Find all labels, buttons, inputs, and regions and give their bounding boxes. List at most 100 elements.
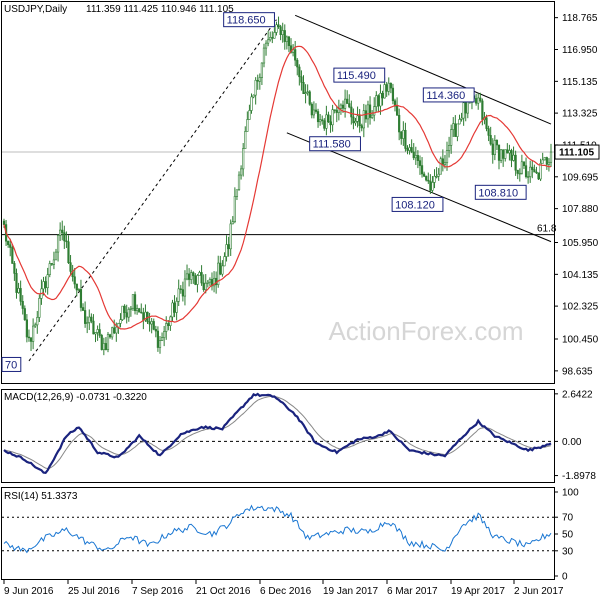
candle-body (102, 343, 105, 350)
candle-body (32, 325, 35, 342)
candle-body (294, 49, 297, 61)
candle-body (206, 281, 209, 284)
macd-y-tick-label: -1.8978 (562, 471, 596, 482)
candle-body (250, 96, 253, 111)
candle-body (477, 97, 480, 104)
candle-body (88, 316, 91, 323)
candle-body (15, 273, 18, 293)
candle-body (190, 272, 193, 280)
candle-body (275, 24, 278, 33)
fib-618-label: 61.8 (537, 224, 557, 235)
candle-body (84, 310, 87, 324)
candle-body (21, 300, 24, 309)
candle-body (125, 312, 128, 318)
last-price-box (554, 144, 600, 160)
candle-body (335, 110, 338, 113)
candle-body (75, 283, 78, 291)
candle-body (212, 277, 216, 287)
price-annotation-box (1, 356, 22, 372)
candle-body (48, 263, 51, 275)
candle-body (223, 256, 226, 267)
candle-body (439, 158, 442, 175)
candle-body (92, 320, 95, 335)
candle-body (300, 76, 303, 83)
candle-body (443, 162, 447, 165)
candle-body (56, 235, 60, 253)
candle-body (543, 157, 546, 161)
x-tick-label: 19 Apr 2017 (451, 586, 505, 597)
price-panel: ActionForex.com 61.8 118.650 115.490 114.3… (1, 1, 600, 384)
candle-body (493, 139, 496, 155)
candle-body (327, 114, 330, 123)
x-tick-label: 6 Dec 2016 (260, 586, 312, 597)
candle-body (121, 305, 124, 320)
candle-body (321, 119, 324, 122)
candle-body (123, 305, 126, 313)
macd-line (3, 392, 552, 474)
price-annotation-box (223, 12, 275, 28)
candle-body (316, 111, 320, 123)
candle-body (113, 327, 116, 334)
candle-body (104, 343, 108, 350)
candle-body (171, 302, 174, 318)
candle-body (173, 302, 176, 313)
candle-body (229, 223, 232, 250)
candle-body (233, 196, 236, 222)
candle-body (410, 147, 413, 153)
price-annotation-label: 70 (5, 359, 17, 371)
candle-body (181, 289, 184, 297)
candle-body (202, 282, 205, 291)
candle-body (248, 110, 251, 120)
candle-body (287, 36, 291, 47)
candle-body (36, 317, 39, 326)
candle-body (175, 301, 178, 313)
candle-body (379, 92, 382, 107)
candle-body (308, 91, 311, 105)
candle-body (86, 322, 89, 324)
candle-body (217, 262, 220, 286)
candle-body (160, 337, 164, 341)
candle-body (358, 115, 361, 126)
rsi-y-tick-label: 100 (562, 488, 579, 499)
candle-body (350, 106, 353, 118)
macd-signal-line (3, 396, 552, 470)
candle-body (366, 104, 370, 120)
macd-y-tick-label: 2.6422 (562, 389, 593, 400)
candle-body (163, 331, 166, 338)
candle-body (144, 311, 147, 321)
candle-body (277, 24, 280, 27)
price-y-tick-label: 113.325 (562, 109, 598, 120)
moving-average-line (3, 45, 552, 330)
candle-body (373, 106, 376, 116)
candle-body (198, 272, 201, 276)
candle-body (333, 109, 336, 111)
x-tick-label: 25 Jul 2016 (68, 586, 120, 597)
candle-body (408, 147, 411, 151)
candle-body (450, 129, 453, 146)
candle-body (356, 115, 359, 122)
candle-body (420, 165, 424, 175)
candle-body (285, 36, 288, 42)
candle-body (499, 149, 503, 161)
candle-body (23, 308, 26, 321)
candle-body (387, 82, 390, 92)
candle-body (547, 161, 551, 165)
candle-body (348, 103, 351, 108)
candle-body (81, 307, 85, 311)
candle-body (7, 240, 10, 245)
candle-body (242, 148, 245, 170)
candle-body (188, 273, 191, 280)
candle-body (100, 335, 103, 350)
candle-body (504, 149, 507, 159)
candle-body (539, 163, 542, 180)
candle-body (371, 114, 374, 118)
candle-body (418, 160, 422, 166)
uptrend-line (28, 19, 277, 362)
price-y-tick-label: 102.325 (562, 302, 599, 313)
candle-body (11, 247, 14, 264)
rsi-y-tick-label: 30 (562, 546, 574, 557)
candle-body (524, 165, 528, 178)
price-y-tick-label: 109.695 (562, 172, 599, 183)
price-y-tick-label: 115.135 (562, 77, 598, 88)
